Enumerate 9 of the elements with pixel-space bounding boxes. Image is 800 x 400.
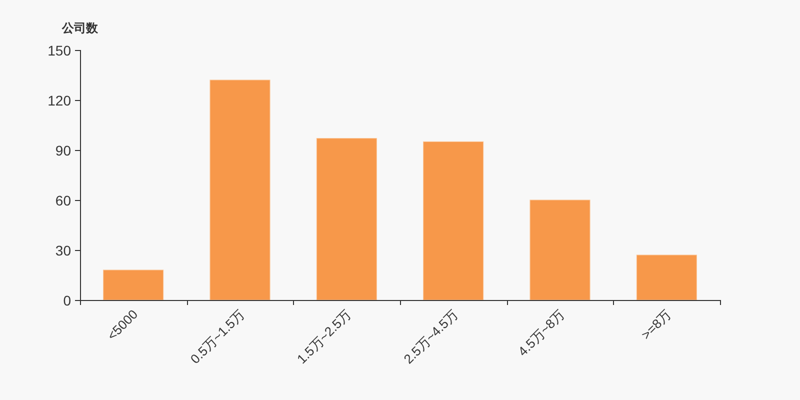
y-tick-label: 150	[48, 42, 72, 58]
x-tick-label: >=8万	[638, 306, 674, 342]
y-tick-label: 90	[55, 142, 72, 158]
y-axis-title: 公司数	[61, 21, 99, 35]
x-tick-label: 4.5万~8万	[515, 306, 568, 359]
y-tick-label: 0	[63, 292, 72, 308]
y-tick-label: 120	[48, 92, 72, 108]
y-tick-label: 30	[55, 242, 72, 258]
y-tick-label: 60	[55, 192, 72, 208]
